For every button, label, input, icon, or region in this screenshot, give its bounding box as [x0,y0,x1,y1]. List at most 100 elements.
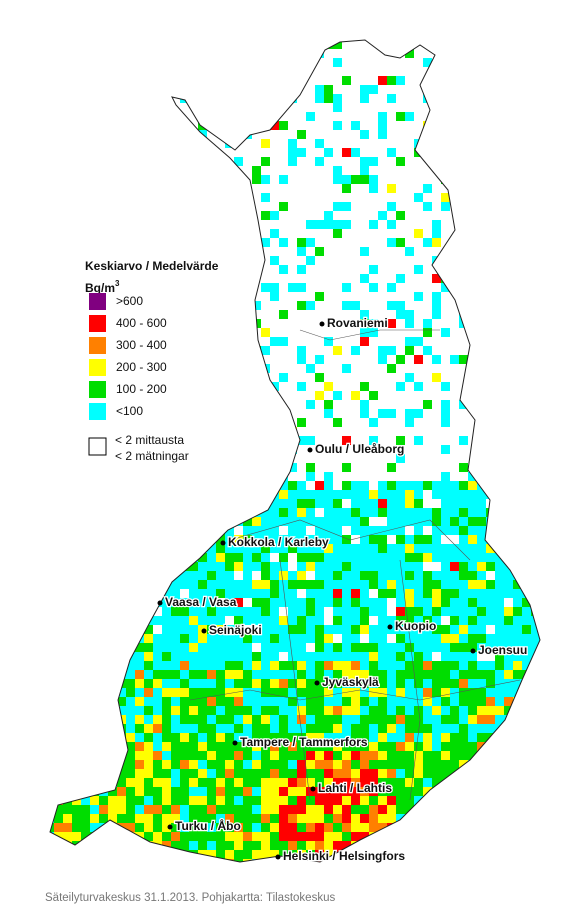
cell [50,256,54,265]
cell [225,778,234,787]
cell [288,148,297,157]
cell [72,679,81,688]
cell [279,850,288,859]
cell [270,409,279,418]
cell [351,796,360,805]
cell [405,787,414,796]
cell [270,760,279,769]
cell [261,517,270,526]
cell [513,841,522,850]
cell [261,580,270,589]
cell [522,616,531,625]
cell [126,589,135,598]
cell [324,760,333,769]
cell [144,526,153,535]
cell [459,202,468,211]
cell [288,463,297,472]
cell [63,283,72,292]
cell [126,535,135,544]
cell [369,436,378,445]
cell [72,778,81,787]
cell [207,544,216,553]
cell [126,751,135,760]
cell [441,517,450,526]
cell [297,562,306,571]
cell [279,508,288,517]
cell [324,400,333,409]
cell [279,688,288,697]
cell [486,796,495,805]
cell [216,841,225,850]
cell [63,679,72,688]
cell [414,679,423,688]
cell [207,760,216,769]
cell [306,778,315,787]
cell [504,589,513,598]
cell [117,625,126,634]
city-label: Jyväskylä [322,675,379,689]
cell [504,841,513,850]
cell [108,706,117,715]
cell [306,787,315,796]
cell [279,724,288,733]
cell [63,553,72,562]
cell [72,598,81,607]
cell [405,742,414,751]
cell [198,814,207,823]
cell [315,643,324,652]
cell [441,445,450,454]
cell [432,229,441,238]
cell [540,841,549,850]
cell [459,625,468,634]
cell [495,355,504,364]
cell [468,643,477,652]
cell [72,868,81,877]
cell [225,625,234,634]
cell [144,679,153,688]
cell [306,832,315,841]
cell [72,742,81,751]
cell [513,706,522,715]
cell [306,706,315,715]
cell [279,823,288,832]
cell [432,715,441,724]
cell [504,832,513,841]
cell [405,715,414,724]
cell [225,607,234,616]
cell [306,112,315,121]
cell [126,103,135,112]
cell [63,598,72,607]
cell [351,805,360,814]
cell [207,382,216,391]
cell [279,796,288,805]
cell [504,562,513,571]
cell [504,769,513,778]
cell [234,715,243,724]
cell [306,616,315,625]
cell [279,553,288,562]
cell [333,346,342,355]
cell [90,616,99,625]
cell [513,796,522,805]
cell [324,742,333,751]
cell [207,391,216,400]
cell [99,769,108,778]
cell [459,706,468,715]
cell [234,661,243,670]
cell [126,238,135,247]
cell [387,202,396,211]
cell [45,868,54,877]
cell [72,517,81,526]
cell [423,589,432,598]
legend-unit: Bq/m3 [85,279,120,295]
cell [369,823,378,832]
cell [405,346,414,355]
cell [207,661,216,670]
cell [297,148,306,157]
cell [180,598,189,607]
cell [261,814,270,823]
cell [486,562,495,571]
cell [297,301,306,310]
cell [126,724,135,733]
cell [108,814,117,823]
